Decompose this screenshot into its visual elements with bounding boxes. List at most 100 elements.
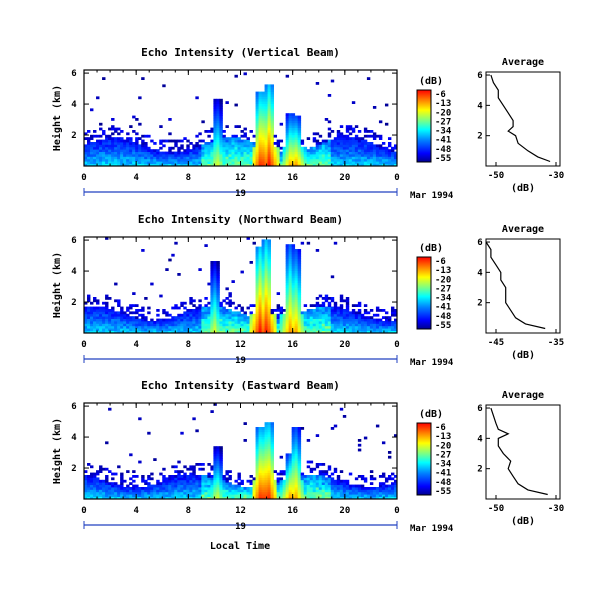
heatmap-cell xyxy=(378,328,383,331)
heatmap-cell xyxy=(90,479,94,483)
heatmap-cell xyxy=(255,487,259,490)
heatmap-cell xyxy=(336,330,341,334)
heatmap-cell xyxy=(105,328,109,331)
heatmap-cell xyxy=(294,328,299,331)
heatmap-cell xyxy=(255,122,259,126)
heatmap-cell xyxy=(375,309,380,312)
heatmap-cell xyxy=(267,431,271,435)
heatmap-cell xyxy=(369,489,374,493)
heatmap-cell xyxy=(378,146,383,150)
heatmap-cell xyxy=(150,330,154,334)
heatmap-cell xyxy=(369,482,374,485)
heatmap-cell xyxy=(264,427,268,430)
heatmap-cell xyxy=(171,161,175,164)
heatmap-cell xyxy=(312,491,317,495)
heatmap-cell xyxy=(99,482,103,485)
heatmap-cell xyxy=(213,467,217,471)
heatmap-cell xyxy=(108,154,112,157)
heatmap-cell xyxy=(252,151,256,155)
heatmap-cell xyxy=(111,325,115,329)
heatmap-cell xyxy=(369,151,374,155)
heatmap-cell xyxy=(321,301,326,305)
colorbar-tick-label: -41 xyxy=(435,469,451,479)
heatmap-cell xyxy=(375,496,380,500)
heatmap-cell xyxy=(321,321,326,324)
heatmap-cell xyxy=(126,325,130,329)
heatmap-cell xyxy=(99,467,103,471)
heatmap-cell xyxy=(282,496,287,500)
heatmap-cell xyxy=(84,161,88,164)
heatmap-cell xyxy=(156,158,160,162)
heatmap-cell xyxy=(363,149,368,152)
heatmap-cell xyxy=(276,154,281,157)
heatmap-cell xyxy=(213,451,217,454)
heatmap-cell xyxy=(306,439,311,442)
heatmap-cell xyxy=(213,301,217,305)
heatmap-cell xyxy=(213,292,217,295)
heatmap-cell xyxy=(192,487,196,490)
heatmap-cell xyxy=(219,494,223,497)
heatmap-cell xyxy=(168,323,172,327)
heatmap-cell xyxy=(210,482,214,485)
heatmap-cell xyxy=(267,115,271,119)
heatmap-cell xyxy=(153,330,157,334)
heatmap-cell xyxy=(261,263,265,267)
heatmap-cell xyxy=(249,475,253,478)
heatmap-cell xyxy=(333,494,338,497)
y-axis-label: Height (km) xyxy=(51,252,63,318)
heatmap-cell xyxy=(279,487,284,490)
heatmap-cell xyxy=(327,120,332,124)
heatmap-cell xyxy=(306,156,311,160)
heatmap-cell xyxy=(297,277,302,281)
heatmap-cell xyxy=(93,313,97,317)
heatmap-cell xyxy=(372,321,377,324)
heatmap-cell xyxy=(297,292,302,295)
heatmap-cell xyxy=(345,134,350,138)
heatmap-cell xyxy=(384,103,389,107)
heatmap-cell xyxy=(111,306,115,310)
heatmap-cell xyxy=(258,151,262,155)
heatmap-cell xyxy=(333,163,338,167)
heatmap-cell xyxy=(390,491,395,495)
x-tick-label: 16 xyxy=(287,173,298,183)
heatmap-cell xyxy=(201,487,205,490)
heatmap-cell xyxy=(330,130,335,133)
heatmap-cell xyxy=(279,325,284,329)
heatmap-cell xyxy=(207,321,211,324)
heatmap-cell xyxy=(123,144,127,148)
heatmap-cell xyxy=(348,311,353,315)
heatmap-cell xyxy=(297,263,302,267)
heatmap-cell xyxy=(177,489,181,493)
heatmap-cell xyxy=(264,460,268,464)
heatmap-cell xyxy=(363,318,368,322)
heatmap-cell xyxy=(126,491,130,495)
heatmap-cell xyxy=(87,306,91,310)
heatmap-cell xyxy=(147,154,151,157)
heatmap-cell xyxy=(270,89,275,92)
heatmap-cell xyxy=(123,313,127,317)
heatmap-cell xyxy=(264,424,268,428)
heatmap-cell xyxy=(267,89,271,92)
heatmap-cell xyxy=(294,448,299,452)
heatmap-cell xyxy=(195,313,199,317)
heatmap-cell xyxy=(336,139,341,143)
heatmap-cell xyxy=(183,330,187,334)
heatmap-cell xyxy=(261,94,265,97)
heatmap-cell xyxy=(102,161,106,164)
heatmap-cell xyxy=(366,77,371,80)
heatmap-cell xyxy=(210,475,214,478)
heatmap-cell xyxy=(288,465,293,469)
heatmap-cell xyxy=(327,321,332,324)
heatmap-cell xyxy=(285,154,290,157)
heatmap-cell xyxy=(204,321,208,324)
heatmap-cell xyxy=(132,292,136,295)
heatmap-cell xyxy=(96,472,100,476)
heatmap-cell xyxy=(180,323,184,327)
heatmap-cell xyxy=(315,496,320,500)
heatmap-cell xyxy=(267,292,271,295)
heatmap-cell xyxy=(237,146,241,150)
heatmap-cell xyxy=(135,146,139,150)
heatmap-cell xyxy=(297,467,302,471)
heatmap-cell xyxy=(243,144,247,148)
heatmap-cell xyxy=(360,139,365,143)
